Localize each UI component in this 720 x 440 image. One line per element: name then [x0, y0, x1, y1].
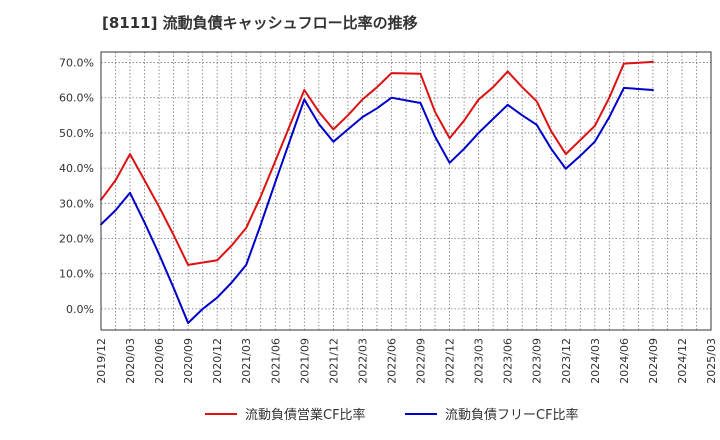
- x-tick-label: 2021/12: [327, 338, 340, 384]
- x-tick-label: 2024/09: [647, 338, 660, 384]
- chart-title: [8111] 流動負債キャッシュフロー比率の推移: [102, 14, 418, 32]
- series-lines: [100, 60, 654, 324]
- y-tick-label: 30.0%: [59, 197, 94, 210]
- x-tick-label: 2023/09: [531, 338, 544, 384]
- x-tick-label: 2023/06: [502, 338, 515, 384]
- legend-label-2: 流動負債フリーCF比率: [445, 407, 579, 423]
- x-tick-label: 2024/03: [589, 338, 602, 384]
- x-tick-label: 2020/06: [153, 338, 166, 384]
- x-tick-label: 2024/12: [676, 338, 689, 384]
- x-tick-label: 2023/03: [473, 338, 486, 384]
- y-tick-label: 60.0%: [59, 92, 94, 105]
- x-tick-label: 2020/12: [211, 338, 224, 384]
- x-tick-label: 2021/09: [298, 338, 311, 384]
- x-tick-label: 2019/12: [95, 338, 108, 384]
- y-tick-label: 10.0%: [59, 268, 94, 281]
- x-tick-label: 2022/12: [444, 338, 457, 384]
- x-tick-label: 2025/03: [705, 338, 718, 384]
- y-tick-label: 20.0%: [59, 233, 94, 246]
- x-tick-label: 2024/06: [618, 338, 631, 384]
- y-tick-label: 50.0%: [59, 127, 94, 140]
- x-tick-label: 2023/12: [560, 338, 573, 384]
- x-tick-label: 2022/03: [356, 338, 369, 384]
- legend: 流動負債営業CF比率 流動負債フリーCF比率: [205, 407, 579, 423]
- x-axis-ticks: 2019/12 2020/03 2020/06 2020/09 2020/12 2021/…: [95, 338, 718, 384]
- x-tick-label: 2021/06: [269, 338, 282, 384]
- series-line-2: [100, 86, 654, 324]
- y-tick-label: 0.0%: [66, 303, 94, 316]
- y-axis-ticks: 0.0% 10.0% 20.0% 30.0% 40.0% 50.0% 60.0% 70.0%: [59, 57, 94, 316]
- grid: [100, 52, 712, 330]
- x-tick-label: 2022/09: [415, 338, 428, 384]
- plot-frame: [100, 51, 712, 331]
- y-tick-label: 70.0%: [59, 57, 94, 70]
- y-tick-label: 40.0%: [59, 162, 94, 175]
- x-tick-label: 2020/09: [182, 338, 195, 384]
- x-tick-label: 2021/03: [240, 338, 253, 384]
- x-tick-label: 2020/03: [124, 338, 137, 384]
- x-tick-label: 2022/06: [385, 338, 398, 384]
- legend-label-1: 流動負債営業CF比率: [245, 407, 366, 423]
- series-line-1: [100, 60, 654, 266]
